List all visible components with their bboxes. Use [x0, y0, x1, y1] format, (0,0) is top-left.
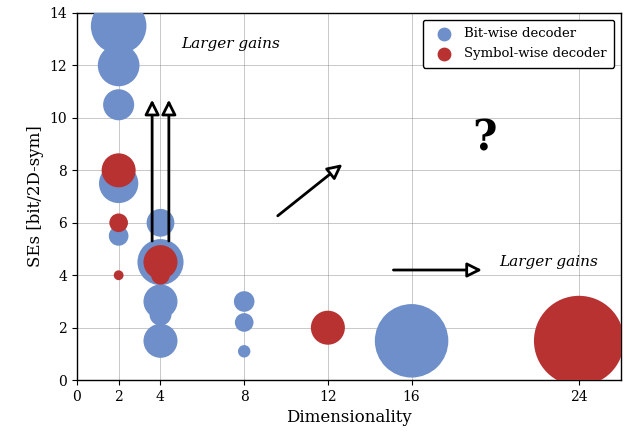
Point	[156, 298, 166, 305]
Y-axis label: SEs [bit/2D-sym]: SEs [bit/2D-sym]	[27, 126, 44, 267]
Point	[113, 232, 124, 239]
Point	[113, 219, 124, 226]
Text: Larger gains: Larger gains	[499, 255, 598, 269]
Point	[156, 272, 166, 279]
Point	[239, 319, 250, 326]
Point	[406, 337, 417, 344]
Point	[574, 337, 584, 344]
Text: Larger gains: Larger gains	[181, 38, 280, 51]
Legend: Bit-wise decoder, Symbol-wise decoder: Bit-wise decoder, Symbol-wise decoder	[423, 19, 614, 68]
Point	[156, 311, 166, 318]
Point	[239, 348, 250, 355]
X-axis label: Dimensionality: Dimensionality	[286, 410, 412, 426]
Point	[239, 298, 250, 305]
Point	[156, 337, 166, 344]
Text: ?: ?	[472, 118, 497, 160]
Point	[113, 272, 124, 279]
Point	[113, 180, 124, 187]
Point	[156, 219, 166, 226]
Point	[113, 272, 124, 279]
Point	[156, 259, 166, 266]
Point	[113, 62, 124, 69]
Point	[113, 102, 124, 108]
Point	[323, 324, 333, 331]
Point	[156, 259, 166, 266]
Point	[113, 167, 124, 174]
Point	[113, 22, 124, 29]
